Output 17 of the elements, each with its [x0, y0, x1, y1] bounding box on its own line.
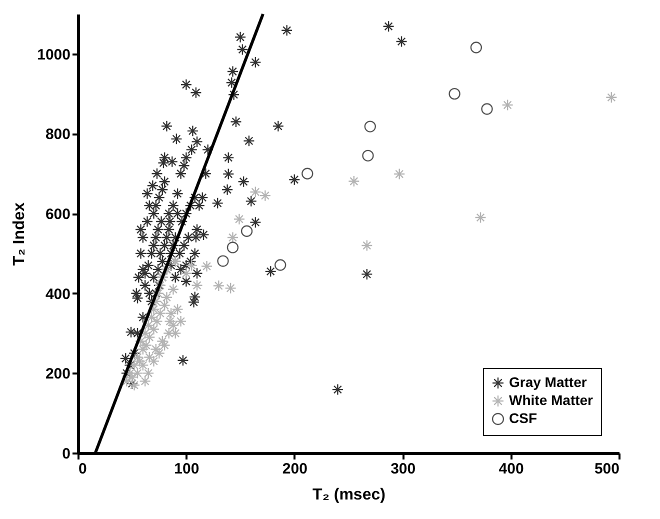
y-tick-label: 1000	[37, 46, 70, 64]
x-tick-label: 100	[174, 460, 200, 478]
x-axis-title: T₂ (msec)	[312, 486, 386, 504]
x-tick-label: 300	[390, 460, 416, 478]
y-tick-label: 600	[45, 206, 70, 224]
x-tick-label: 200	[282, 460, 308, 478]
x-tick-label: 500	[594, 460, 620, 478]
legend-label: Gray Matter	[509, 374, 588, 390]
y-tick-label: 200	[45, 366, 70, 383]
x-tick-label: 0	[78, 460, 87, 478]
y-axis-title: T₂ Index	[11, 202, 28, 266]
y-tick-label: 800	[45, 126, 70, 144]
y-tick-label: 0	[62, 446, 70, 462]
y-tick-label: 400	[45, 286, 70, 303]
legend-label: CSF	[509, 410, 538, 426]
x-tick-label: 400	[498, 460, 524, 478]
legend-label: White Matter	[509, 392, 594, 408]
